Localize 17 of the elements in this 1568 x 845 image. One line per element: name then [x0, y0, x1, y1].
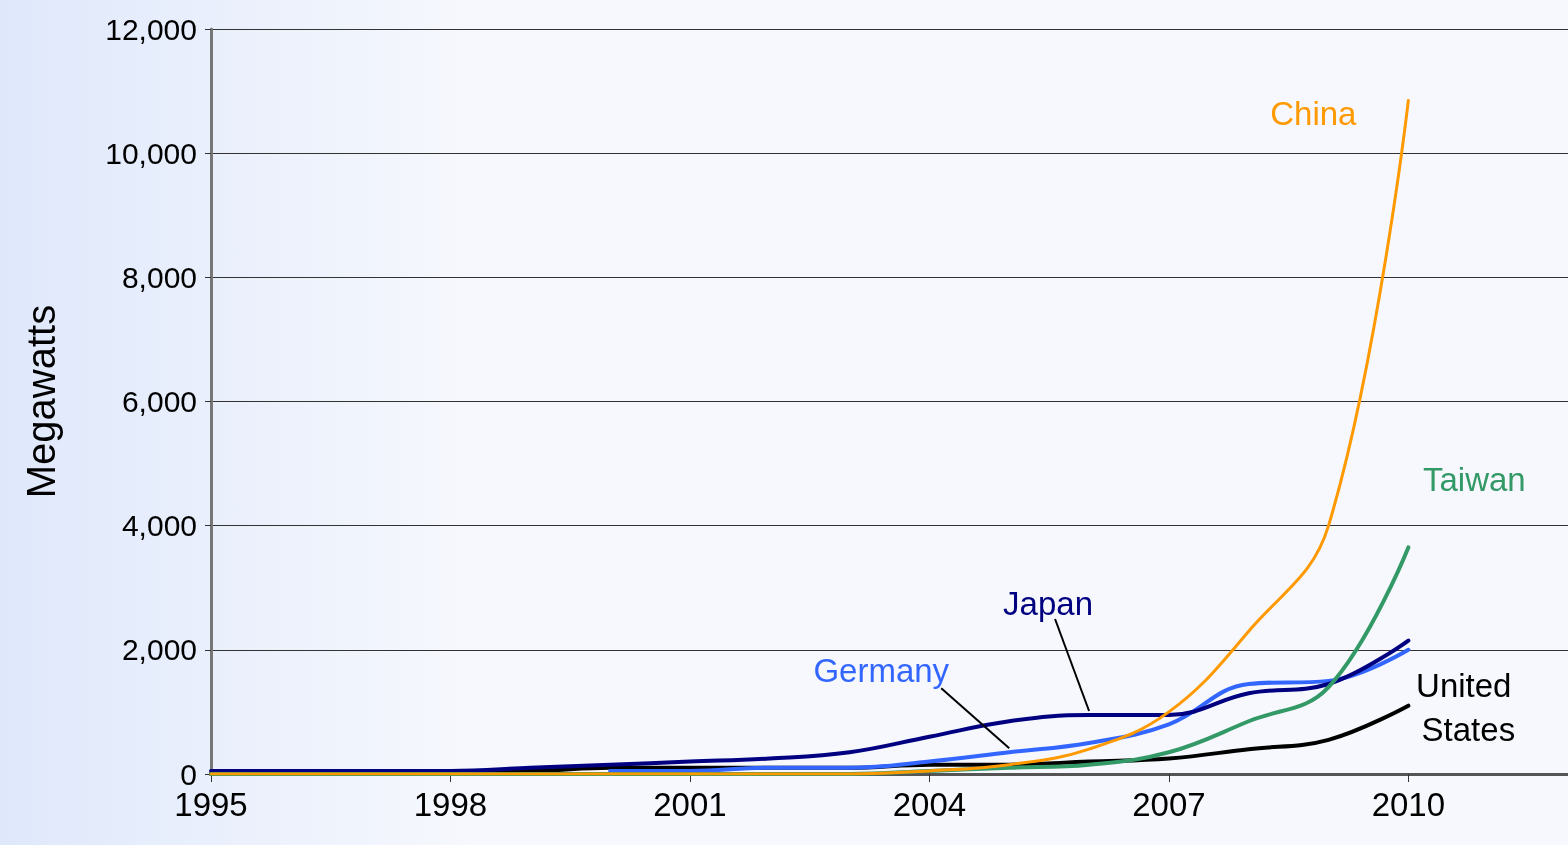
y-axis-title: Megawatts — [19, 304, 63, 499]
y-tick-label: 8,000 — [121, 260, 197, 294]
y-tick-label: 4,000 — [121, 509, 197, 543]
text: Germany — [813, 651, 950, 689]
y-tick-label: 12,000 — [105, 12, 197, 46]
x-tick-label: 1998 — [413, 786, 488, 823]
y-tick-label: 2,000 — [121, 633, 197, 667]
x-tick-label: 2001 — [653, 786, 727, 823]
series-label: United States — [1416, 667, 1521, 749]
x-tick-label: 2007 — [1132, 786, 1206, 823]
y-tick-label: 10,000 — [105, 136, 197, 170]
series-label: Taiwan — [1422, 460, 1526, 498]
series-label: China — [1270, 94, 1358, 132]
y-tick-label: 6,000 — [121, 385, 197, 418]
x-tick-label: 2010 — [1371, 786, 1446, 823]
text: Japan — [1003, 584, 1094, 622]
x-tick-label: 2004 — [892, 786, 967, 823]
